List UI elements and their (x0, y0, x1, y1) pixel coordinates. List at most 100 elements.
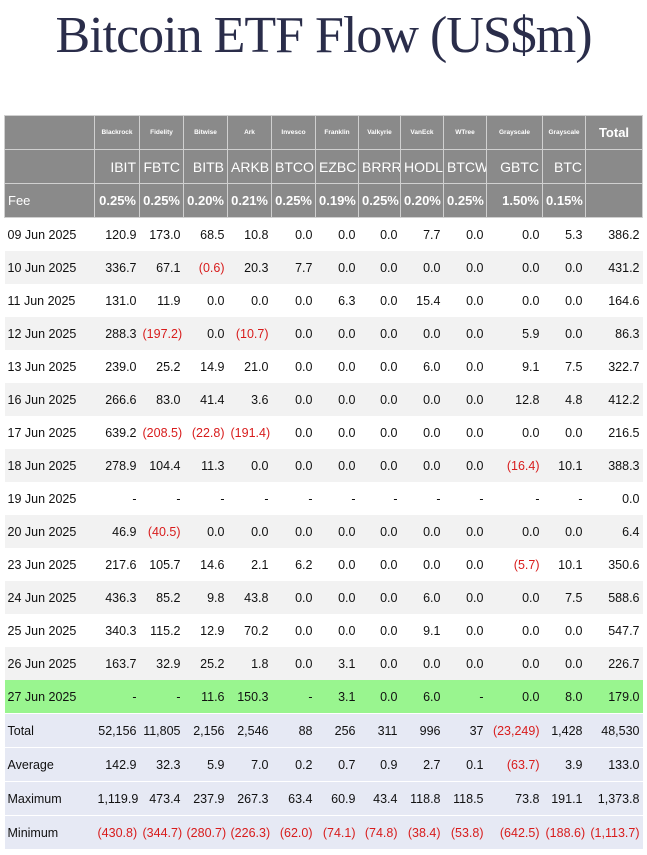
row-total-value: 547.7 (608, 623, 640, 638)
row-total-value: 350.6 (608, 557, 640, 572)
flow-value: 9.1 (423, 623, 441, 638)
issuer-header: Franklin (315, 115, 359, 150)
daily-flow-row: 25 Jun 2025 340.3 115.2 12.9 70.2 0.0 0.0 0.0 9.… (5, 614, 643, 647)
flow-value: 15.4 (416, 293, 441, 308)
flow-value: (16.4) (486, 449, 543, 482)
flow-value: 120.9 (105, 227, 137, 242)
summary-value: (53.8) (443, 815, 487, 849)
flow-value: 0.0 (295, 227, 313, 242)
fee-value: 0.15% (542, 183, 586, 218)
summary-row-maximum: Maximum 1,119.9 473.4 237.9 267.3 63.4 60.9 43.… (4, 781, 643, 816)
flow-value: 1.8 (227, 647, 272, 680)
row-total-value: 226.7 (585, 647, 643, 680)
summary-row-average: Average 142.9 32.3 5.9 7.0 0.2 0.7 0.9 2.7 0.1 (63… (4, 747, 643, 782)
issuer-header: Blackrock (94, 115, 140, 150)
daily-flow-row: 23 Jun 2025 217.6 105.7 14.6 2.1 6.2 0.0 0.0 0.0… (5, 548, 643, 581)
flow-value: 0.0 (542, 251, 586, 284)
flow-value: 0.0 (295, 623, 313, 638)
row-date: 12 Jun 2025 (4, 317, 95, 350)
row-date: 11 Jun 2025 (7, 293, 76, 308)
flow-value: 0.0 (358, 383, 401, 416)
flow-value: 7.5 (542, 581, 586, 614)
summary-label: Minimum (4, 815, 95, 849)
fee-value: 0.25% (443, 183, 487, 218)
flow-value: 0.0 (358, 647, 401, 680)
flow-value: 0.0 (486, 251, 543, 284)
summary-value: 191.1 (542, 781, 586, 816)
daily-flow-row: 20 Jun 2025 46.9 (40.5) 0.0 0.0 0.0 0.0 0.0 0.0 0… (4, 515, 643, 548)
fee-value: 0.20% (400, 183, 444, 218)
flow-value: 0.0 (380, 425, 398, 440)
flow-value: 0.0 (542, 647, 586, 680)
daily-flow-row: 11 Jun 2025 131.0 11.9 0.0 0.0 0.0 6.3 0.0 15.4 0… (5, 284, 643, 317)
flow-value: 0.0 (522, 293, 540, 308)
row-total-value: 216.5 (608, 425, 640, 440)
flow-value: 11.9 (157, 293, 181, 308)
row-date: 24 Jun 2025 (4, 581, 95, 614)
summary-value: 73.8 (486, 781, 543, 816)
flow-value: - (176, 491, 181, 506)
fee-value: 1.50% (486, 183, 543, 218)
summary-value: 996 (400, 713, 444, 748)
summary-value: 60.9 (315, 781, 359, 816)
fee-header-row: Fee 0.25% 0.25% 0.20% 0.21% 0.25% 0.19% 0.25% 0.… (4, 183, 643, 218)
summary-value: 48,530 (585, 713, 643, 748)
issuer-header: Invesco (271, 115, 316, 150)
flow-value: - (271, 680, 316, 714)
ticker-header: HODL (400, 149, 444, 184)
summary-value: 2,156 (183, 713, 228, 748)
row-total-value: 86.3 (585, 317, 643, 350)
flow-value: 0.0 (251, 293, 269, 308)
summary-value: (344.7) (139, 815, 184, 849)
summary-value: 267.3 (227, 781, 272, 816)
flow-value: 43.8 (227, 581, 272, 614)
row-total-value: 388.3 (585, 449, 643, 482)
issuer-header: WTree (443, 115, 487, 150)
flow-value: (208.5) (142, 425, 183, 440)
flow-value: 0.0 (443, 647, 487, 680)
flow-value: 20.3 (227, 251, 272, 284)
flow-value: (40.5) (139, 515, 184, 548)
flow-value: 0.0 (542, 515, 586, 548)
flow-value: 105.7 (149, 557, 181, 572)
daily-flow-row: 13 Jun 2025 239.0 25.2 14.9 21.0 0.0 0.0 0.0 6.0… (5, 350, 643, 383)
summary-value: 237.9 (183, 781, 228, 816)
flow-value: 0.0 (443, 251, 487, 284)
issuer-header: Grayscale (542, 115, 586, 150)
flow-value: 9.8 (183, 581, 228, 614)
flow-value: - (479, 491, 484, 506)
daily-flow-row: 26 Jun 2025 163.7 32.9 25.2 1.8 0.0 3.1 0.0 0.0 0… (4, 647, 643, 680)
flow-value: 10.1 (558, 557, 583, 572)
flow-value: 3.1 (315, 680, 359, 714)
row-total-value: 386.2 (608, 227, 640, 242)
summary-value: 37 (443, 713, 487, 748)
flow-value: 85.2 (139, 581, 184, 614)
flow-value: 3.1 (315, 647, 359, 680)
summary-row-minimum: Minimum (430.8) (344.7) (280.7) (226.3) (62.0… (4, 815, 643, 849)
flow-value: 0.0 (380, 557, 398, 572)
issuer-header: Bitwise (183, 115, 228, 150)
flow-value: 10.8 (244, 227, 269, 242)
summary-value: 1,373.8 (585, 781, 643, 816)
summary-value: 256 (315, 713, 359, 748)
flow-value: 0.0 (400, 449, 444, 482)
issuer-header: VanEck (400, 115, 444, 150)
row-date: 18 Jun 2025 (4, 449, 95, 482)
flow-value: 32.9 (139, 647, 184, 680)
row-total-value: 412.2 (585, 383, 643, 416)
ticker-header: ARKB (227, 149, 272, 184)
summary-label: Maximum (4, 781, 95, 816)
summary-value: (23,249) (486, 713, 543, 748)
issuer-header-row: Blackrock Fidelity Bitwise Ark Invesco Frankl… (4, 115, 643, 150)
flow-value: 0.0 (466, 425, 484, 440)
row-date: 16 Jun 2025 (4, 383, 95, 416)
row-date: 19 Jun 2025 (7, 491, 77, 506)
flow-value: (197.2) (139, 317, 184, 350)
summary-value: (1,113.7) (585, 815, 643, 849)
flow-value: 6.2 (295, 557, 313, 572)
flow-value: 115.2 (150, 623, 181, 638)
flow-value: 0.0 (358, 680, 401, 714)
issuer-header: Grayscale (486, 115, 543, 150)
flow-value: 0.0 (565, 623, 583, 638)
flow-value: 41.4 (183, 383, 228, 416)
